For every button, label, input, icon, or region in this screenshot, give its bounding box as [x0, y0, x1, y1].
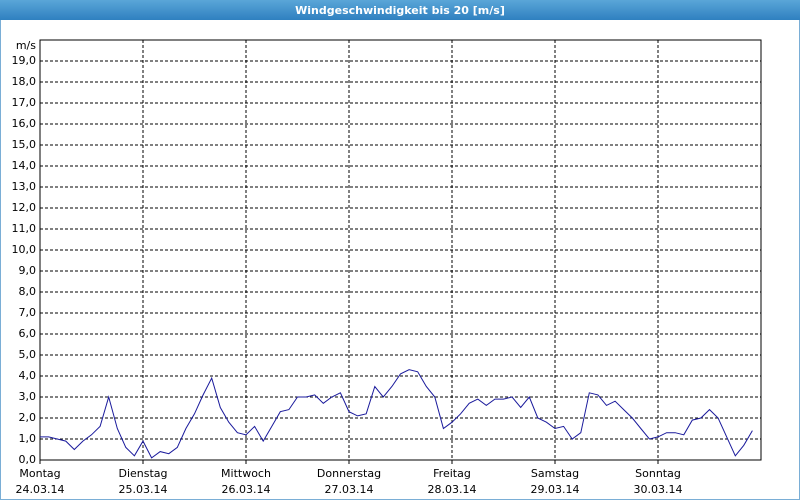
x-tick-label: Samstag [531, 467, 579, 480]
y-tick-label: 3,0 [19, 390, 37, 403]
y-tick-label: 12,0 [12, 201, 37, 214]
y-tick-label: 19,0 [12, 54, 37, 67]
y-tick-label: 0,0 [19, 453, 37, 466]
x-tick-label: Mittwoch [221, 467, 271, 480]
y-axis-label: m/s [16, 39, 36, 52]
data-line [40, 369, 753, 459]
y-tick-label: 9,0 [19, 264, 37, 277]
y-tick-label: 10,0 [12, 243, 37, 256]
y-tick-label: 7,0 [19, 306, 37, 319]
y-tick-label: 14,0 [12, 159, 37, 172]
y-tick-label: 6,0 [19, 327, 37, 340]
x-tick-label: Dienstag [118, 467, 167, 480]
y-tick-label: 17,0 [12, 96, 37, 109]
y-tick-label: 1,0 [19, 432, 37, 445]
x-tick-date: 24.03.14 [16, 483, 65, 496]
x-tick-date: 25.03.14 [119, 483, 168, 496]
y-tick-label: 5,0 [19, 348, 37, 361]
plot-border [39, 39, 762, 461]
y-tick-label: 2,0 [19, 411, 37, 424]
y-tick-label: 11,0 [12, 222, 37, 235]
y-tick-label: 15,0 [12, 138, 37, 151]
x-tick-label: Sonntag [635, 467, 681, 480]
y-tick-label: 13,0 [12, 180, 37, 193]
y-tick-label: 16,0 [12, 117, 37, 130]
x-tick-date: 29.03.14 [531, 483, 580, 496]
y-tick-label: 4,0 [19, 369, 37, 382]
x-tick-date: 26.03.14 [222, 483, 271, 496]
x-tick-label: Donnerstag [317, 467, 381, 480]
y-tick-label: 8,0 [19, 285, 37, 298]
title-bar [0, 0, 800, 20]
y-tick-label: 18,0 [12, 75, 37, 88]
x-tick-label: Freitag [433, 467, 471, 480]
x-tick-date: 27.03.14 [325, 483, 374, 496]
x-tick-date: 28.03.14 [428, 483, 477, 496]
chart-title: Windgeschwindigkeit bis 20 [m/s] [295, 4, 505, 17]
x-tick-label: Montag [19, 467, 60, 480]
x-tick-date: 30.03.14 [634, 483, 683, 496]
